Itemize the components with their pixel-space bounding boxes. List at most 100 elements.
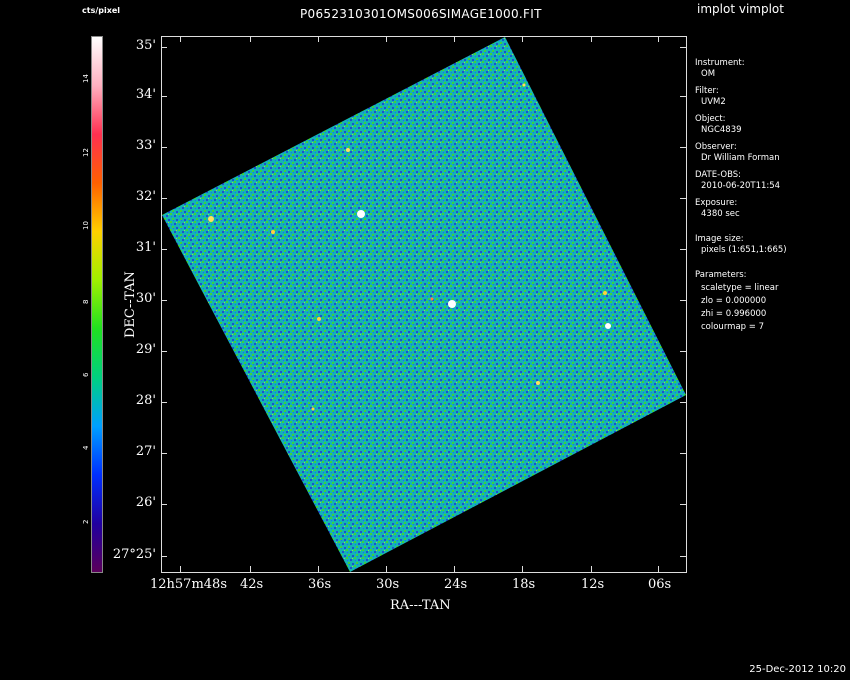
source: [605, 323, 611, 329]
x-tick-mark: [318, 566, 319, 572]
metadata-value: pixels (1:651,1:665): [701, 245, 787, 255]
colorbar-tick-label: 14: [82, 74, 90, 83]
y-tick-label: 29': [135, 342, 156, 357]
x-tick-label: 12s: [581, 577, 605, 592]
y-tick-mark: [680, 300, 686, 301]
metadata-value: 2010-06-20T11:54: [701, 181, 781, 191]
colorbar-tick-label: 8: [82, 299, 90, 304]
source: [208, 216, 214, 222]
y-tick-mark: [680, 504, 686, 505]
x-tick-mark: [250, 36, 251, 42]
metadata-value: 4380 sec: [701, 209, 740, 219]
y-tick-mark: [680, 453, 686, 454]
metadata-panel: Instrument: OM Filter: UVM2 Object: NGC4839 Ob…: [695, 58, 787, 333]
x-tick-mark: [454, 36, 455, 42]
source: [448, 300, 456, 308]
x-tick-label: 36s: [308, 577, 332, 592]
metadata-key: Parameters:: [695, 270, 747, 280]
colorbar-tick-label: 12: [82, 148, 90, 157]
x-tick-mark: [250, 566, 251, 572]
x-tick-label: 42s: [240, 577, 264, 592]
y-tick-label: 33': [135, 138, 156, 153]
y-tick-mark: [161, 47, 167, 48]
metadata-key: Observer:: [695, 142, 737, 152]
x-tick-mark: [591, 36, 592, 42]
y-tick-mark: [161, 96, 167, 97]
y-tick-mark: [680, 47, 686, 48]
metadata-key: Exposure:: [695, 198, 738, 208]
x-tick-mark: [386, 36, 387, 42]
x-tick-label: 06s: [648, 577, 672, 592]
colorbar-tick-label: 4: [82, 445, 90, 450]
y-tick-mark: [161, 402, 167, 403]
y-tick-mark: [161, 453, 167, 454]
image-frame: [161, 36, 687, 573]
source: [536, 381, 540, 385]
y-tick-mark: [680, 351, 686, 352]
x-tick-mark: [658, 36, 659, 42]
x-tick-label: 18s: [512, 577, 536, 592]
x-tick-label: 30s: [376, 577, 400, 592]
image-title: P0652310301OMS006SIMAGE1000.FIT: [300, 7, 542, 21]
image-footprint: [162, 37, 686, 572]
sources: [208, 83, 611, 411]
y-tick-mark: [680, 402, 686, 403]
y-tick-label: 34': [135, 87, 156, 102]
y-tick-mark: [161, 504, 167, 505]
y-tick-label: 27': [135, 444, 156, 459]
source: [603, 291, 607, 295]
metadata-value: Dr William Forman: [701, 153, 780, 163]
y-tick-mark: [161, 556, 167, 557]
footer-date: 25-Dec-2012 10:20: [749, 664, 846, 675]
y-tick-mark: [680, 198, 686, 199]
x-tick-mark: [180, 36, 181, 42]
source: [357, 210, 365, 218]
x-tick-mark: [522, 566, 523, 572]
y-tick-label: 35': [135, 38, 156, 53]
y-tick-mark: [680, 556, 686, 557]
x-tick-mark: [386, 566, 387, 572]
x-tick-label: 24s: [444, 577, 468, 592]
y-tick-mark: [161, 147, 167, 148]
metadata-key: Filter:: [695, 86, 719, 96]
y-tick-mark: [161, 249, 167, 250]
y-tick-label: 30': [135, 291, 156, 306]
x-tick-mark: [591, 566, 592, 572]
x-axis-label: RA---TAN: [390, 598, 451, 613]
metadata-key: DATE-OBS:: [695, 170, 742, 180]
y-tick-mark: [680, 96, 686, 97]
y-tick-mark: [161, 198, 167, 199]
colorbar-label: cts/pixel: [82, 6, 121, 15]
metadata-parameter: zlo = 0.000000: [701, 296, 767, 306]
metadata-value: OM: [701, 69, 716, 79]
metadata-parameter: zhi = 0.996000: [701, 309, 767, 319]
y-tick-label: 32': [135, 189, 156, 204]
y-tick-mark: [161, 300, 167, 301]
x-tick-mark: [180, 566, 181, 572]
colorbar: [91, 36, 103, 573]
y-tick-label: 31': [135, 240, 156, 255]
metadata-parameter: colourmap = 7: [701, 322, 764, 332]
source: [311, 407, 315, 411]
source: [317, 317, 321, 321]
y-tick-label: 28': [135, 393, 156, 408]
metadata-key: Object:: [695, 114, 726, 124]
colorbar-tick-label: 6: [82, 372, 90, 377]
y-tick-mark: [680, 249, 686, 250]
source: [430, 297, 434, 301]
metadata-value: NGC4839: [701, 125, 742, 135]
colorbar-tick-label: 10: [82, 221, 90, 230]
source: [346, 148, 350, 152]
source: [271, 230, 275, 234]
x-tick-mark: [318, 36, 319, 42]
colorbar-tick-label: 2: [82, 519, 90, 524]
x-tick-mark: [522, 36, 523, 42]
metadata-value: UVM2: [701, 97, 726, 107]
metadata-parameter: scaletype = linear: [701, 283, 779, 293]
source: [522, 83, 526, 87]
x-tick-label: 12h57m48s: [150, 577, 227, 592]
metadata-key: Instrument:: [695, 58, 745, 68]
x-tick-mark: [454, 566, 455, 572]
metadata-key: Image size:: [695, 234, 744, 244]
y-tick-mark: [161, 351, 167, 352]
